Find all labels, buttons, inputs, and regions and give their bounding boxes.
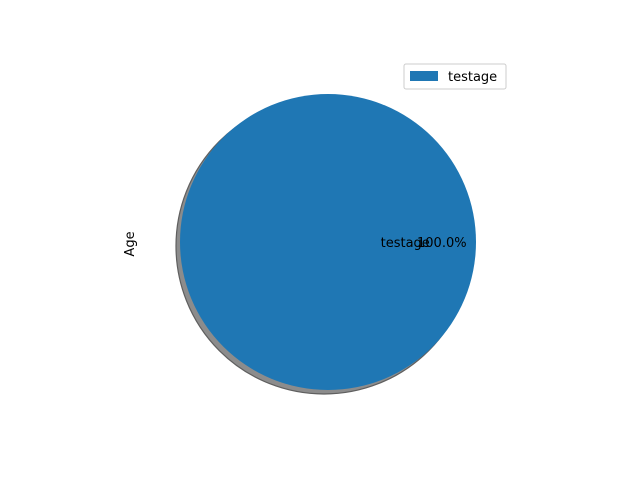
legend: testage xyxy=(403,63,507,90)
legend-swatch-testage xyxy=(410,71,438,81)
pie-percent-label-testage: 100.0% xyxy=(417,236,467,251)
pie-category-label-testage: testage xyxy=(381,236,430,251)
pie-slice-testage xyxy=(180,94,476,390)
legend-box xyxy=(403,63,507,90)
pie-slice-layer xyxy=(180,94,476,390)
y-axis-label: Age xyxy=(123,231,138,256)
legend-label-testage: testage xyxy=(448,70,497,85)
